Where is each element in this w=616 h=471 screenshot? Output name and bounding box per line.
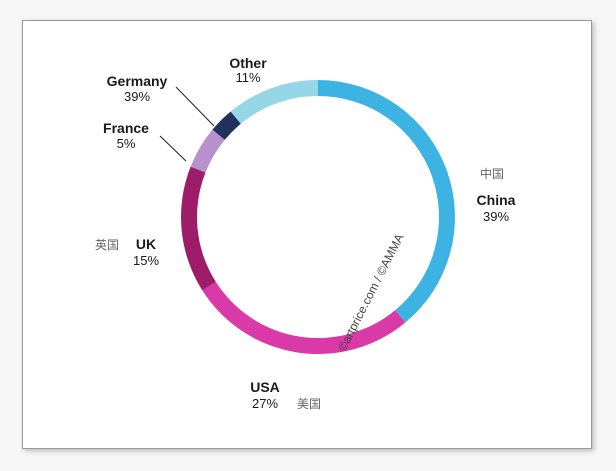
slice-china (318, 80, 455, 323)
label-uk-name: UK (136, 236, 156, 252)
leader-line-germany (175, 86, 215, 127)
label-uk-chinese: 英国 (95, 238, 119, 252)
label-other-name: Other (229, 55, 267, 71)
leader-line-france (159, 135, 187, 162)
label-china-chinese: 中国 (480, 166, 504, 181)
label-germany-percent: 39% (124, 89, 150, 104)
label-uk-percent: 15% (133, 253, 159, 268)
label-usa-chinese: 美国 (297, 397, 321, 411)
label-other-percent: 11% (235, 70, 260, 85)
label-china-percent: 39% (483, 209, 509, 224)
slice-germany (212, 111, 241, 140)
label-usa-percent: 27% (252, 396, 278, 411)
donut-slices (181, 80, 455, 354)
slice-usa (202, 281, 406, 354)
slice-france (190, 129, 225, 173)
label-france-percent: 5% (117, 136, 136, 151)
label-usa-name: USA (250, 379, 280, 395)
slice-other (230, 80, 318, 124)
label-germany-name: Germany (107, 73, 168, 89)
label-france-name: France (103, 120, 149, 136)
label-china-name: China (477, 192, 516, 208)
slice-uk (181, 166, 216, 291)
